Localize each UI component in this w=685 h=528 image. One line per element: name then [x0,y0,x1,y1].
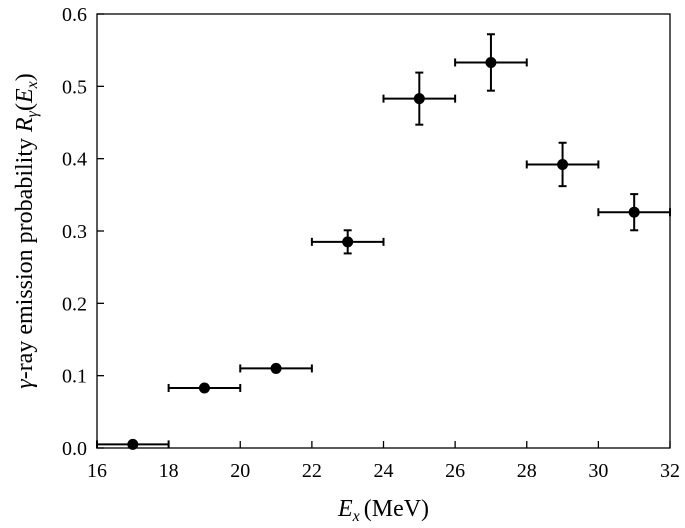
data-point [239,362,313,374]
data-point-marker [628,206,640,218]
y-tick-label: 0.3 [62,221,87,243]
data-point-marker [270,362,282,374]
x-tick-label: 16 [87,460,107,482]
data-point-marker [485,56,497,68]
x-axis-title: Ex (MeV) [337,496,429,525]
plot-frame [96,13,671,449]
y-tick-label: 0.6 [62,4,87,26]
data-point-marker [342,236,354,248]
y-tick-label: 0.2 [62,293,87,315]
x-tick-label: 22 [302,460,322,482]
data-point [382,71,457,126]
data-point [525,141,600,188]
x-tick-label: 24 [374,460,394,482]
y-tick-label: 0.1 [62,366,87,388]
data-point [454,33,528,92]
data-point-marker [413,93,425,105]
data-point [310,229,385,255]
x-tick-label: 28 [517,460,537,482]
data-point-marker [557,158,569,170]
data-point [167,382,242,394]
x-tick-label: 30 [588,460,608,482]
y-axis-title: γ-ray emission probability Rγ(Ex) [12,73,41,389]
data-point [96,438,170,450]
y-tick-label: 0.4 [62,149,87,171]
data-points [96,33,671,450]
axis-ticks: 16 18 20 22 24 26 28 30 32 0.0 0.1 0.2 0.3 0.4 0.5 0.6 [62,4,680,482]
x-tick-label: 20 [230,460,250,482]
x-tick-label: 32 [660,460,680,482]
y-tick-label: 0.0 [62,438,87,460]
y-tick-label: 0.5 [62,76,87,98]
data-point-marker [127,438,139,450]
x-tick-label: 26 [445,460,465,482]
data-point [597,193,671,232]
x-tick-label: 18 [159,460,179,482]
data-point-marker [198,382,210,394]
